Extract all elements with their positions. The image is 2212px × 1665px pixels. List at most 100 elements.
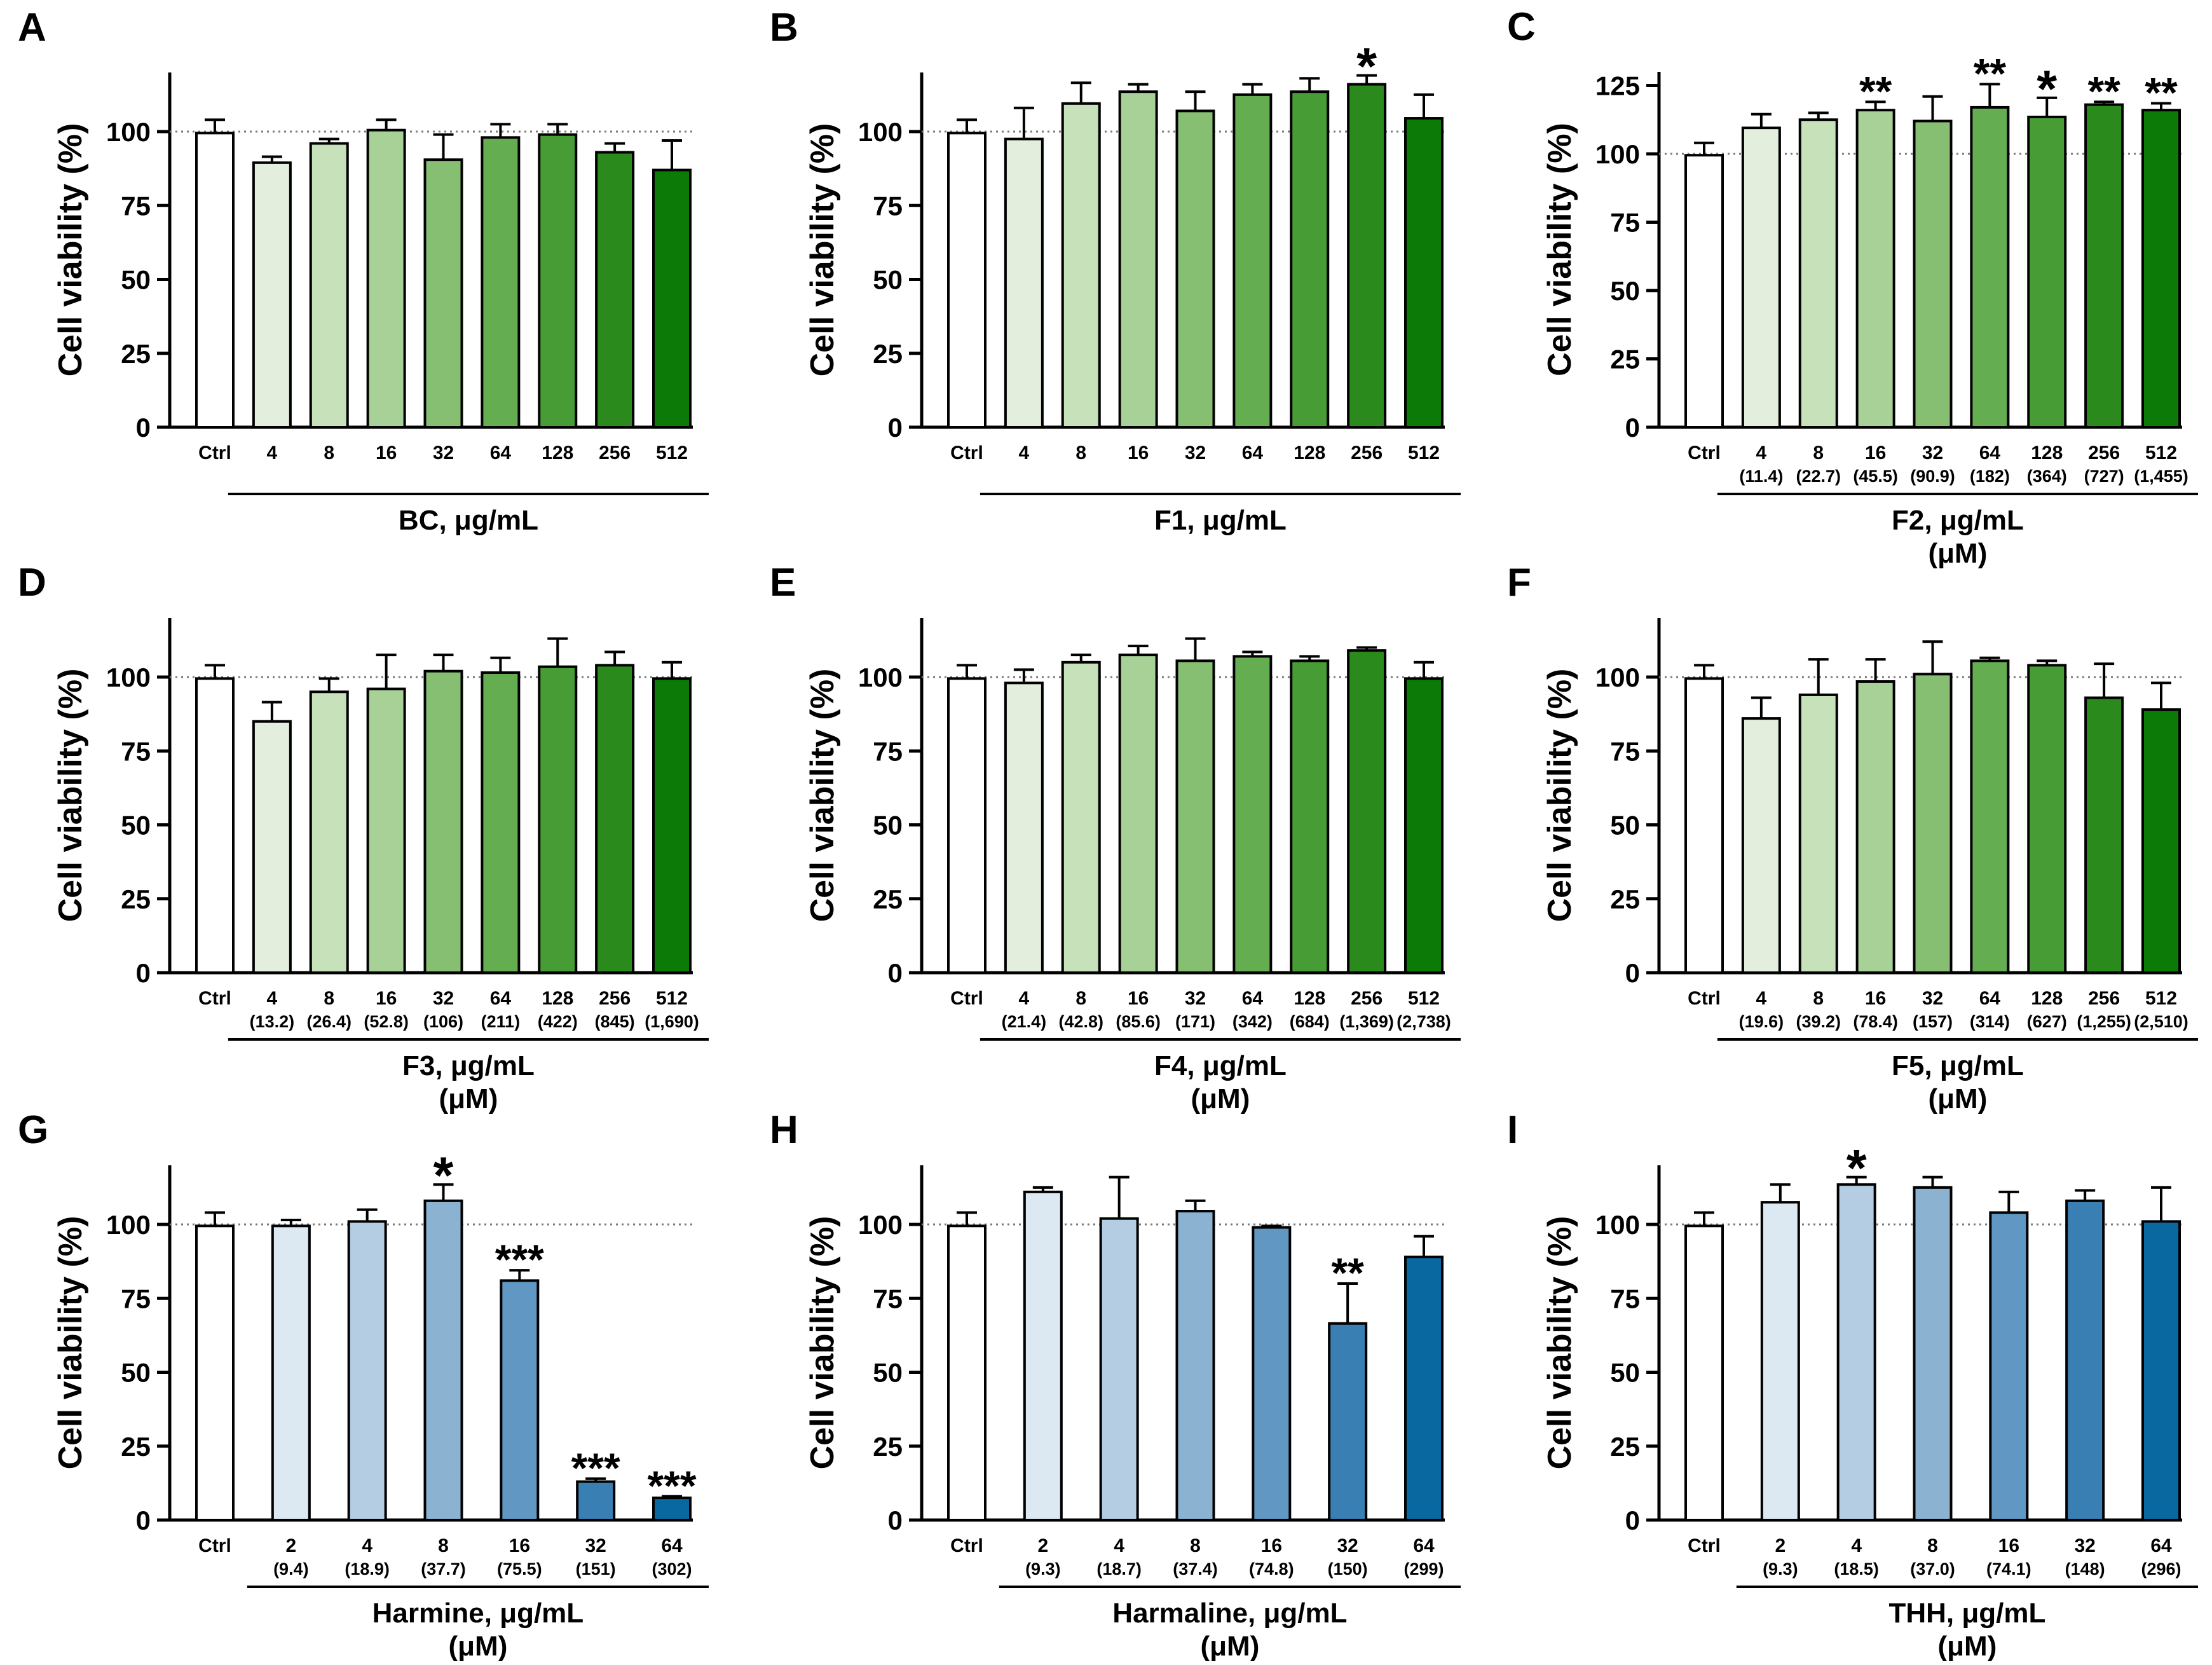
x-tick-label: 16 <box>1865 988 1886 1009</box>
bar-ctrl <box>947 1224 987 1521</box>
panel-letter: I <box>1507 1108 1518 1152</box>
y-tick-label: 0 <box>136 958 151 988</box>
x-tick-label: 64 <box>490 442 512 463</box>
x-tick-sublabel: (1,690) <box>645 1012 699 1031</box>
y-tick-label: 0 <box>888 958 903 988</box>
bar-8 <box>1913 1186 1953 1521</box>
bar-16 <box>366 128 406 429</box>
x-tick-label: 4 <box>1019 442 1030 463</box>
bar-64 <box>481 136 521 429</box>
y-tick-label: 100 <box>858 1210 903 1240</box>
x-tick-label: 32 <box>2074 1535 2095 1556</box>
x-tick-sublabel: (684) <box>1290 1012 1330 1031</box>
x-tick-label: 8 <box>1813 442 1824 463</box>
panel-letter: H <box>770 1108 798 1152</box>
y-tick-label: 25 <box>121 1432 151 1462</box>
x-tick-label: 64 <box>490 988 512 1009</box>
x-tick-label: 4 <box>1019 988 1030 1009</box>
bar-64 <box>2141 1220 2181 1521</box>
x-tick-sublabel: (1,255) <box>2077 1012 2131 1031</box>
x-tick-label: 16 <box>1865 442 1886 463</box>
x-tick-sublabel: (296) <box>2141 1559 2181 1579</box>
x-tick-label: 128 <box>2031 442 2063 463</box>
bar-2 <box>271 1224 311 1521</box>
bar-8 <box>1798 118 1838 428</box>
y-tick-label: 50 <box>873 265 903 295</box>
x-tick-sublabel: (148) <box>2065 1559 2105 1579</box>
x-axis-sublabel: (μM) <box>1200 1631 1259 1662</box>
bar-2 <box>1023 1190 1063 1521</box>
y-tick-label: 75 <box>121 736 151 766</box>
x-tick-label: 64 <box>2150 1535 2172 1556</box>
x-tick-label: 32 <box>433 442 454 463</box>
bar-ctrl <box>195 132 235 428</box>
x-tick-label: 4 <box>267 988 278 1009</box>
bar-4 <box>1099 1217 1139 1521</box>
significance-marker: ** <box>1974 50 2007 97</box>
significance-marker: ** <box>2145 69 2178 116</box>
x-tick-label: 128 <box>542 988 573 1009</box>
y-tick-label: 0 <box>888 1505 903 1535</box>
x-tick-sublabel: (18.7) <box>1096 1559 1142 1579</box>
x-axis-label: F5, μg/mL <box>1892 1050 2024 1081</box>
x-axis-sublabel: (μM) <box>1928 1083 1987 1114</box>
y-tick-label: 0 <box>1625 1505 1640 1535</box>
x-tick-label: 512 <box>2145 442 2177 463</box>
x-tick-label: Ctrl <box>950 988 983 1009</box>
panel-d: D 0 25 50 75 100 Cell viability (%) Ctrl 4 (13.2)… <box>18 561 709 1114</box>
x-tick-label: 512 <box>656 442 688 463</box>
panel-a: A 0 25 50 75 100 Cell viability (%) Ctrl 4 8 16 32 6… <box>18 6 709 536</box>
y-tick-label: 100 <box>106 117 151 147</box>
y-tick-label: 100 <box>106 1210 151 1240</box>
y-tick-label: 75 <box>873 1284 903 1313</box>
x-tick-sublabel: (9.3) <box>1025 1559 1061 1579</box>
bar-16 <box>1855 680 1895 974</box>
significance-marker: * <box>1847 1140 1867 1198</box>
x-tick-sublabel: (302) <box>652 1559 692 1579</box>
bar-4 <box>1741 127 1781 428</box>
x-tick-sublabel: (19.6) <box>1739 1012 1784 1031</box>
bar-ctrl <box>195 1224 235 1521</box>
x-tick-label: 64 <box>1413 1535 1435 1556</box>
x-tick-label: 512 <box>1408 988 1440 1009</box>
y-tick-label: 0 <box>888 413 903 442</box>
x-tick-sublabel: (845) <box>595 1012 635 1031</box>
x-tick-label: 256 <box>599 442 631 463</box>
x-tick-label: Ctrl <box>1688 1535 1721 1556</box>
y-tick-label: 25 <box>1610 1432 1640 1462</box>
y-tick-label: 0 <box>1625 413 1640 442</box>
significance-marker: *** <box>647 1462 696 1509</box>
x-tick-label: 64 <box>1242 442 1264 463</box>
x-tick-label: 16 <box>376 442 397 463</box>
x-tick-sublabel: (364) <box>2027 467 2067 486</box>
x-tick-label: 8 <box>324 988 334 1009</box>
x-tick-sublabel: (37.4) <box>1173 1559 1218 1579</box>
panel-letter: G <box>18 1108 48 1152</box>
panel-c: C 0 25 50 75 100 125 Cell viability (%) Ctrl 4 (11… <box>1507 5 2198 569</box>
bar-512 <box>652 677 692 974</box>
bar-128 <box>1290 659 1330 975</box>
y-tick-label: 50 <box>121 265 151 295</box>
y-axis-label: Cell viability (%) <box>804 123 841 377</box>
y-tick-label: 100 <box>1595 662 1640 692</box>
bar-256 <box>595 664 635 975</box>
x-tick-sublabel: (211) <box>481 1012 521 1031</box>
x-tick-label: 8 <box>1075 988 1086 1009</box>
x-tick-sublabel: (299) <box>1403 1559 1444 1579</box>
bar-512 <box>2141 109 2181 428</box>
x-tick-sublabel: (18.5) <box>1834 1559 1879 1579</box>
x-axis-label: F2, μg/mL <box>1892 505 2024 536</box>
significance-marker: *** <box>495 1236 544 1283</box>
x-axis-sublabel: (μM) <box>1928 538 1987 569</box>
y-tick-label: 0 <box>1625 958 1640 988</box>
bar-128 <box>538 133 578 428</box>
bar-32 <box>423 669 463 974</box>
x-axis-label: F3, μg/mL <box>402 1050 535 1081</box>
bar-ctrl <box>947 132 987 428</box>
x-tick-label: 16 <box>1128 988 1149 1009</box>
x-tick-sublabel: (422) <box>538 1012 578 1031</box>
bar-32 <box>1328 1322 1368 1521</box>
y-tick-label: 75 <box>1610 1284 1640 1313</box>
x-tick-label: Ctrl <box>1688 988 1721 1009</box>
y-tick-label: 25 <box>1610 345 1640 374</box>
